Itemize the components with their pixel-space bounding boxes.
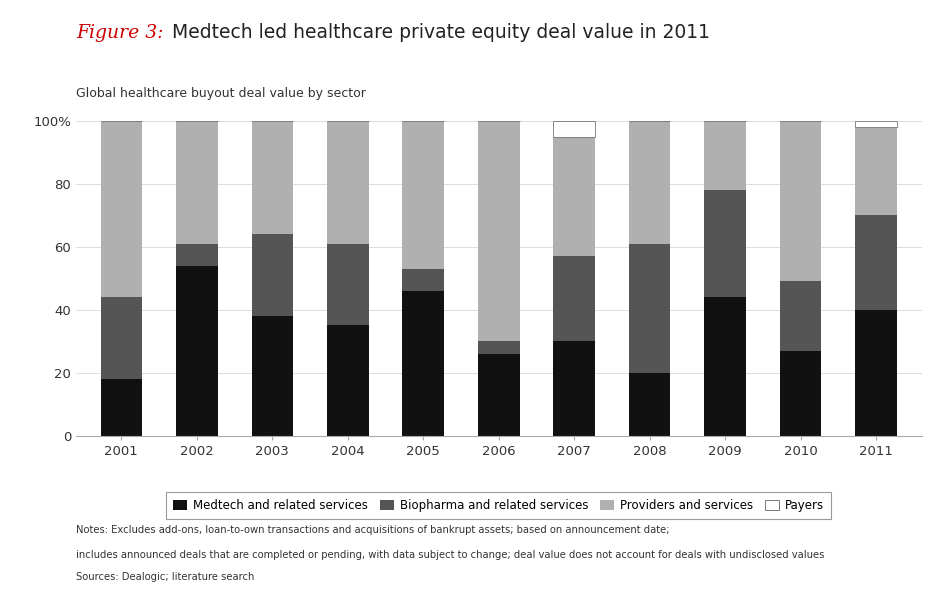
Bar — [554, 137, 595, 257]
Bar — [176, 266, 218, 436]
Bar — [403, 291, 444, 436]
Bar — [478, 121, 520, 341]
Bar — [176, 121, 218, 244]
Bar — [780, 281, 822, 351]
Bar — [554, 121, 595, 137]
Bar — [705, 190, 746, 297]
Bar — [252, 121, 293, 234]
Bar — [554, 257, 595, 341]
Bar — [101, 121, 142, 297]
Bar — [554, 341, 595, 436]
Text: Sources: Dealogic; literature search: Sources: Dealogic; literature search — [76, 572, 255, 582]
Bar — [780, 121, 822, 281]
Bar — [780, 351, 822, 436]
Bar — [327, 244, 369, 325]
Text: Global healthcare buyout deal value by sector: Global healthcare buyout deal value by s… — [76, 87, 366, 100]
Bar — [629, 244, 671, 373]
Bar — [403, 121, 444, 269]
Bar — [629, 121, 671, 244]
Bar — [101, 297, 142, 379]
Bar — [403, 269, 444, 291]
Bar — [327, 325, 369, 436]
Text: Figure 3:: Figure 3: — [76, 24, 163, 42]
Bar — [327, 121, 369, 244]
Text: includes announced deals that are completed or pending, with data subject to cha: includes announced deals that are comple… — [76, 549, 825, 560]
Bar — [855, 127, 897, 215]
Bar — [705, 297, 746, 436]
Bar — [252, 234, 293, 316]
Bar — [855, 310, 897, 436]
Bar — [478, 354, 520, 436]
Bar — [855, 121, 897, 127]
Bar — [101, 379, 142, 436]
Bar — [176, 244, 218, 266]
Bar — [855, 215, 897, 310]
Bar — [478, 341, 520, 354]
Legend: Medtech and related services, Biopharma and related services, Providers and serv: Medtech and related services, Biopharma … — [166, 492, 831, 519]
Text: Notes: Excludes add-ons, loan-to-own transactions and acquisitions of bankrupt a: Notes: Excludes add-ons, loan-to-own tra… — [76, 525, 670, 535]
Bar — [705, 121, 746, 190]
Bar — [629, 373, 671, 436]
Bar — [252, 316, 293, 436]
Text: Medtech led healthcare private equity deal value in 2011: Medtech led healthcare private equity de… — [166, 24, 711, 42]
